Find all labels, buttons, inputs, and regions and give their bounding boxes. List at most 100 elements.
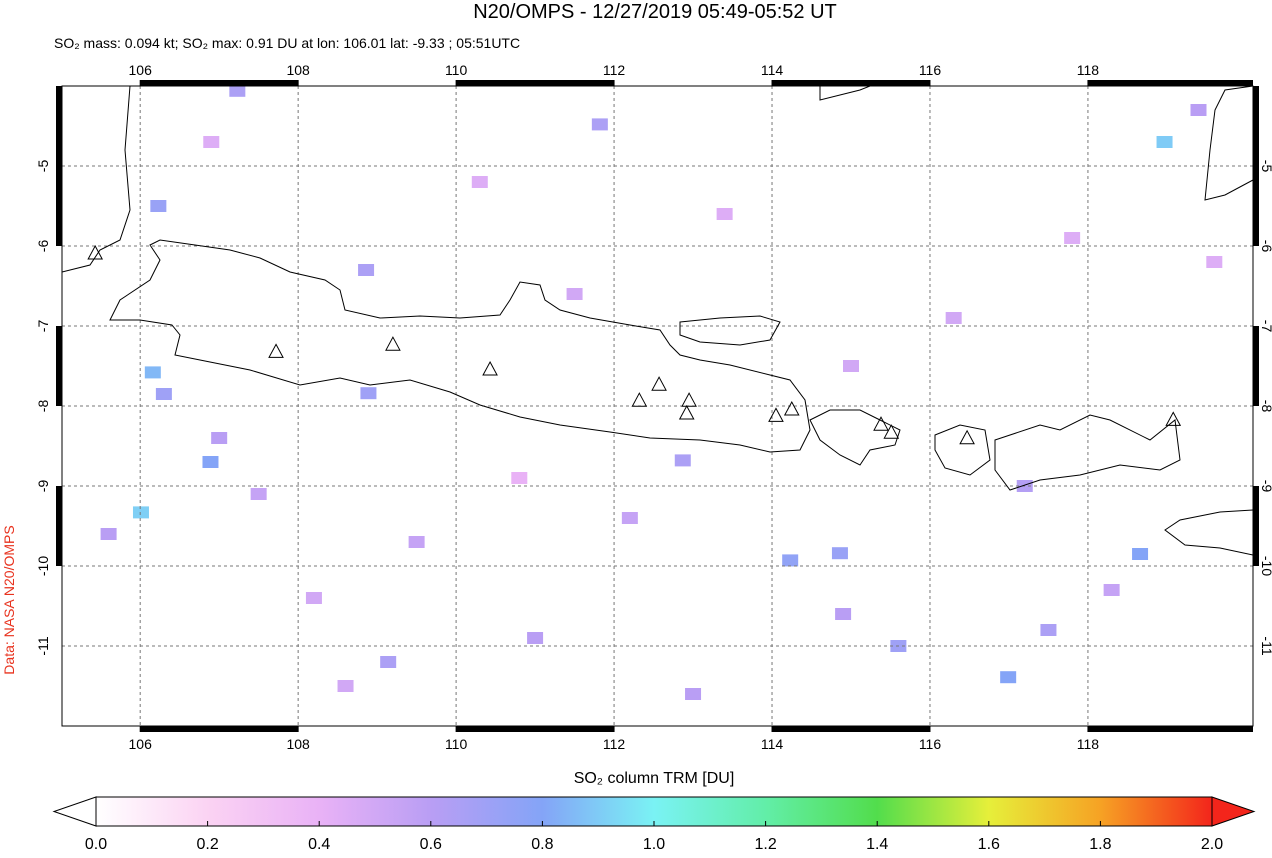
- frame-band: [1087, 80, 1253, 86]
- so2-pixel: [1190, 104, 1207, 116]
- colorbar-tick-label: 0.8: [531, 836, 553, 853]
- x-tick-label: 110: [445, 736, 468, 752]
- so2-pixel: [1064, 232, 1081, 244]
- so2-pixel: [1156, 136, 1173, 148]
- so2-pixel: [527, 632, 544, 644]
- so2-pixel: [716, 208, 733, 220]
- map-frame: [61, 85, 1254, 727]
- frame-band: [456, 726, 615, 732]
- so2-pixel: [621, 512, 638, 524]
- y-tick-label: -6: [1259, 240, 1272, 253]
- frame-band: [1087, 726, 1253, 732]
- frame-band: [1253, 166, 1259, 246]
- frame-band: [56, 486, 62, 566]
- so2-pixel: [203, 136, 220, 148]
- grid-layer: [56, 80, 1259, 732]
- colorbar-tick-label: 2.0: [1201, 836, 1223, 853]
- so2-pixel: [408, 536, 425, 548]
- x-tick-label: 112: [603, 736, 626, 752]
- so2-pixel: [305, 592, 322, 604]
- y-tick-label: -10: [35, 556, 51, 576]
- so2-pixel: [132, 506, 149, 519]
- volcano: [87, 244, 104, 260]
- colorbar-tick-label: 0.2: [196, 836, 218, 853]
- y-tick-label: -8: [35, 400, 51, 413]
- x-tick-label: 110: [445, 62, 468, 78]
- y-tick-label: -6: [35, 240, 51, 253]
- subtitle: SO₂ mass: 0.094 kt; SO₂ max: 0.91 DU at …: [54, 35, 520, 51]
- volcano: [873, 416, 889, 431]
- x-tick-label: 112: [603, 62, 626, 78]
- so2-pixel: [229, 84, 246, 97]
- coastlines: [62, 86, 1253, 556]
- volcano: [268, 343, 284, 358]
- so2-pixel: [566, 288, 583, 300]
- y-tick-label: -11: [1259, 636, 1272, 655]
- x-tick-label: 108: [286, 62, 310, 78]
- frame-band: [56, 326, 62, 406]
- x-tick-label: 114: [761, 736, 784, 752]
- x-tick-label: 116: [919, 62, 942, 78]
- colorbar-label: SO₂ column TRM [DU]: [574, 770, 735, 787]
- y-tick-label: -5: [35, 160, 51, 173]
- colorbar-tick-label: 1.8: [1089, 836, 1111, 853]
- pixel-layer: [100, 84, 1223, 700]
- so2-pixel: [945, 312, 962, 324]
- x-tick-label: 116: [919, 736, 942, 752]
- colorbar-over: [1211, 796, 1256, 827]
- coast-java: [109, 239, 811, 453]
- colorbar-tick-label: 1.6: [978, 836, 1000, 853]
- so2-pixel: [358, 264, 375, 276]
- coast-bali: [809, 409, 901, 466]
- colorbar-tick-label: 1.4: [866, 836, 888, 853]
- coast-sumbawa: [994, 414, 1181, 491]
- volcano: [783, 400, 800, 416]
- y-tick-label: -9: [1259, 480, 1272, 493]
- so2-pixel: [202, 456, 219, 468]
- volcano: [681, 392, 697, 407]
- volcano: [883, 424, 900, 439]
- y-tick-label: -5: [1259, 160, 1272, 173]
- x-tick-label: 106: [129, 736, 153, 752]
- so2-pixel: [155, 388, 172, 400]
- so2-pixel: [674, 454, 691, 467]
- colorbar-tick-label: 1.0: [643, 836, 665, 853]
- x-tick-label: 106: [129, 62, 153, 78]
- so2-pixel: [380, 656, 397, 668]
- so2-pixel: [685, 688, 702, 700]
- x-tick-label: 118: [1077, 736, 1100, 752]
- so2-pixel: [1040, 624, 1057, 636]
- so2-pixel: [471, 176, 488, 188]
- colorbar-tick-label: 0.4: [308, 836, 330, 853]
- volcano: [678, 404, 695, 420]
- frame-band: [772, 80, 930, 86]
- frame-band: [56, 86, 62, 166]
- y-tick-label: -7: [1259, 320, 1272, 333]
- coast-borneo: [819, 86, 871, 101]
- so2-pixel: [337, 680, 354, 692]
- so2-pixel: [591, 118, 608, 131]
- coast-lombok: [934, 424, 991, 476]
- frame-band: [140, 726, 299, 732]
- coast-sumba: [1164, 509, 1253, 556]
- frame-band: [1253, 326, 1259, 406]
- frame-band: [140, 80, 299, 86]
- coast-sulawesi: [1204, 86, 1253, 201]
- y-tick-label: -8: [1259, 400, 1272, 413]
- volcano: [959, 429, 975, 445]
- colorbar-tick-label: 1.2: [754, 836, 776, 853]
- volcano: [768, 407, 784, 422]
- so2-pixel: [842, 360, 859, 372]
- x-tick-label: 114: [761, 62, 784, 78]
- so2-pixel: [511, 472, 528, 484]
- volcano: [482, 360, 498, 376]
- so2-pixel: [150, 200, 167, 212]
- volcano: [651, 376, 667, 391]
- frame-band: [772, 726, 930, 732]
- so2-pixel: [211, 432, 228, 444]
- y-tick-label: -10: [1259, 556, 1272, 576]
- so2-pixel: [144, 366, 161, 379]
- y-tick-label: -7: [35, 320, 51, 333]
- frame-band: [1253, 86, 1259, 166]
- x-tick-label: 118: [1077, 62, 1100, 78]
